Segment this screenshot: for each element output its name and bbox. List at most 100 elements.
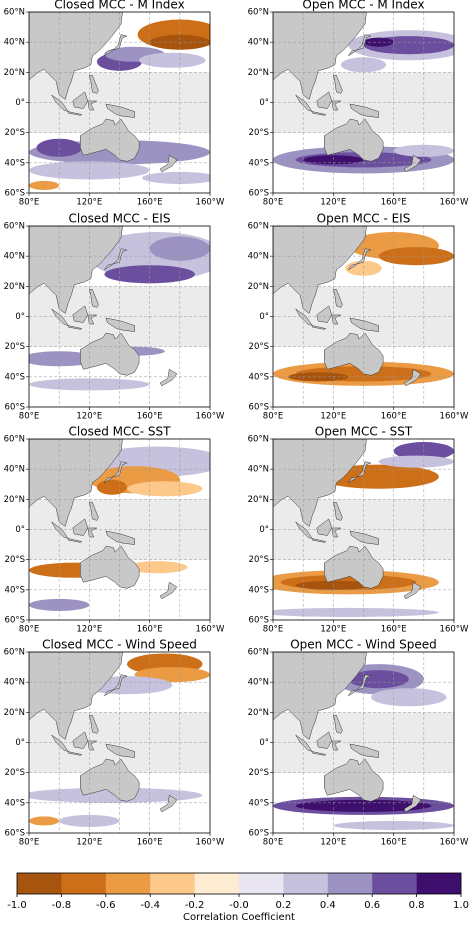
colorbar-tick-label: 0.8 [409, 900, 425, 911]
land [316, 518, 333, 536]
colorbar-segment [283, 873, 329, 894]
lon-label: 80°E [263, 838, 283, 848]
land [29, 652, 123, 740]
colorbar-segment [17, 873, 62, 894]
land [295, 94, 313, 113]
colorbar-segment [416, 873, 462, 894]
land [273, 226, 367, 314]
land [67, 538, 83, 543]
panel-title: Open MCC - SST [315, 425, 413, 439]
land [333, 289, 343, 308]
land [89, 289, 99, 308]
land [333, 75, 343, 94]
lat-label: 40°N [4, 252, 25, 262]
land [87, 100, 97, 111]
land [349, 103, 379, 118]
lon-label: 160°E [137, 198, 163, 208]
land [29, 226, 123, 314]
lon-label: 80°E [263, 198, 283, 208]
lat-label: 60°S [5, 403, 25, 413]
land [159, 154, 178, 173]
land [67, 751, 83, 756]
lat-label: 40°N [4, 38, 25, 48]
land [273, 652, 367, 740]
land [331, 100, 341, 111]
land [29, 12, 123, 100]
land [89, 502, 99, 521]
land [72, 91, 89, 109]
land [331, 314, 341, 325]
lat-label: 40°S [249, 158, 269, 168]
land [333, 502, 343, 521]
lat-label: 60°S [249, 189, 269, 199]
lon-label: 160°W [196, 412, 225, 422]
lat-label: 60°N [248, 435, 269, 445]
land [80, 758, 140, 802]
lat-label: 40°S [249, 372, 269, 382]
colorbar-segment [327, 873, 373, 894]
correlation-field [273, 607, 439, 617]
map-panel [273, 12, 454, 193]
lon-label: 160°W [440, 198, 469, 208]
lat-label: 0° [259, 312, 269, 322]
colorbar-tick-label: -0.8 [52, 900, 72, 911]
lat-label: 60°N [4, 222, 25, 232]
correlation-field [29, 351, 97, 367]
lat-label: 60°N [248, 648, 269, 658]
lat-label: 60°S [249, 616, 269, 626]
lon-label: 80°E [263, 412, 283, 422]
land [51, 734, 69, 753]
lon-label: 160°W [196, 838, 225, 848]
colorbar-tick-label: -1.0 [7, 900, 27, 911]
lat-label: 20°N [4, 495, 25, 505]
land [159, 368, 178, 387]
correlation-field [371, 688, 447, 707]
land [331, 527, 341, 538]
panel-title: Open MCC - EIS [317, 212, 411, 226]
land [51, 94, 69, 113]
lat-label: 40°N [248, 38, 269, 48]
lon-label: 120°E [76, 625, 102, 635]
lon-label: 160°E [381, 625, 407, 635]
colorbar-label: Correlation Coefficient [183, 912, 295, 923]
land [324, 332, 384, 376]
correlation-field [29, 180, 60, 190]
lat-label: 40°S [5, 585, 25, 595]
lat-label: 20°S [249, 342, 269, 352]
land [349, 743, 379, 758]
lat-label: 60°N [4, 648, 25, 658]
lon-label: 120°E [320, 412, 346, 422]
land [105, 103, 135, 118]
lon-label: 80°E [263, 625, 283, 635]
lon-label: 160°E [137, 625, 163, 635]
land [105, 317, 135, 332]
lon-label: 80°E [19, 412, 39, 422]
map-panel [273, 439, 454, 620]
lon-label: 80°E [19, 625, 39, 635]
land [104, 674, 128, 696]
colorbar-tick-label: -0.0 [229, 900, 249, 911]
land [87, 527, 97, 538]
colorbar-tick-label: -0.4 [140, 900, 160, 911]
lat-label: 20°S [249, 555, 269, 565]
lat-label: 20°S [5, 128, 25, 138]
lat-label: 0° [15, 98, 25, 108]
land [324, 118, 384, 162]
lat-label: 40°S [5, 372, 25, 382]
colorbar-tick-label: 0.2 [275, 900, 291, 911]
lat-label: 20°N [248, 708, 269, 718]
lon-label: 160°W [196, 198, 225, 208]
land [316, 305, 333, 323]
lon-label: 120°E [320, 838, 346, 848]
correlation-field [378, 455, 454, 468]
lat-label: 20°N [248, 282, 269, 292]
lon-label: 160°E [381, 838, 407, 848]
land [316, 91, 333, 109]
correlation-field [142, 171, 210, 184]
colorbar-tick-label: 1.0 [453, 900, 469, 911]
lon-label: 160°W [440, 412, 469, 422]
correlation-field [378, 247, 454, 266]
land [348, 248, 372, 270]
land [105, 743, 135, 758]
